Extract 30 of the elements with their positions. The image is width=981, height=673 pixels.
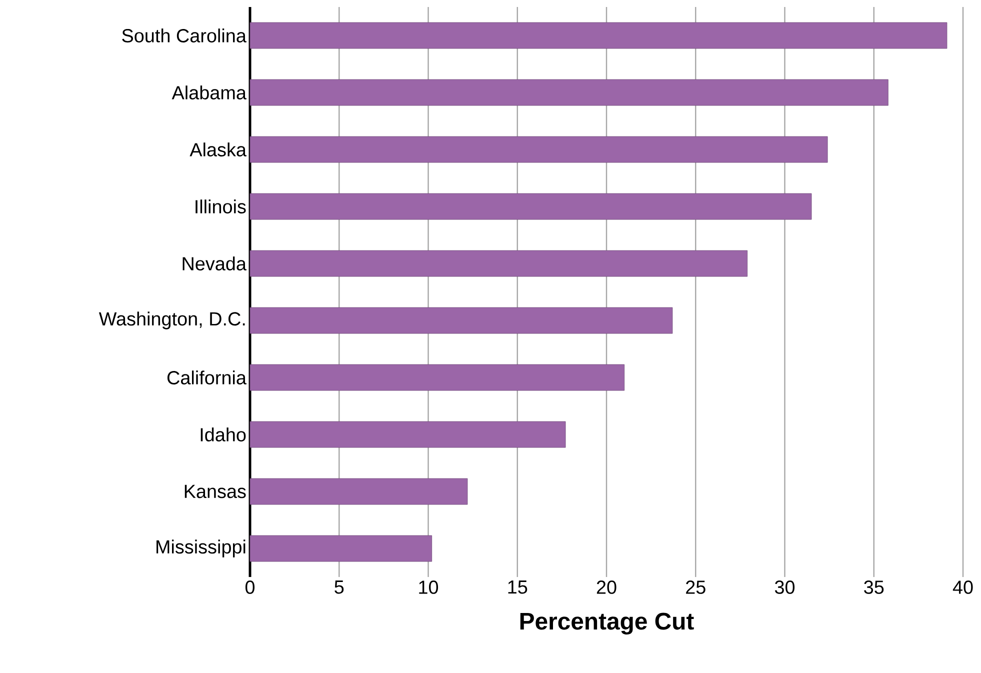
bar (250, 136, 828, 163)
y-tick-label: Alabama (172, 86, 246, 100)
x-tick-label: 5 (334, 580, 344, 594)
y-tick-label: California (167, 370, 246, 384)
y-tick-label: Alaska (190, 142, 246, 156)
bar (250, 307, 673, 334)
bar (250, 535, 432, 562)
x-axis-title: Percentage Cut (520, 612, 694, 635)
y-tick-label: Mississippi (156, 540, 246, 558)
bar (250, 478, 468, 505)
bar (250, 22, 948, 49)
bar (250, 421, 566, 448)
y-tick-label: Washington, D.C. (98, 312, 245, 330)
bar (250, 79, 888, 106)
bar (250, 193, 812, 220)
x-tick-label: 20 (596, 580, 616, 594)
bar (250, 250, 748, 277)
x-tick-label: 10 (419, 580, 438, 594)
y-tick-label: Nevada (182, 256, 246, 270)
x-tick-label: 25 (686, 580, 706, 594)
y-tick-label: South Carolina (122, 28, 246, 42)
x-tick-label: 35 (864, 580, 884, 594)
bar (250, 364, 625, 391)
y-tick-label: Idaho (200, 428, 246, 442)
x-tick-label: 15 (508, 580, 528, 594)
x-tick-label: 40 (952, 580, 973, 594)
x-tick-label: 30 (774, 580, 795, 594)
x-tick-label: 0 (245, 580, 255, 594)
y-tick-label: Illinois (196, 200, 246, 214)
y-tick-label: Kansas (184, 484, 246, 498)
